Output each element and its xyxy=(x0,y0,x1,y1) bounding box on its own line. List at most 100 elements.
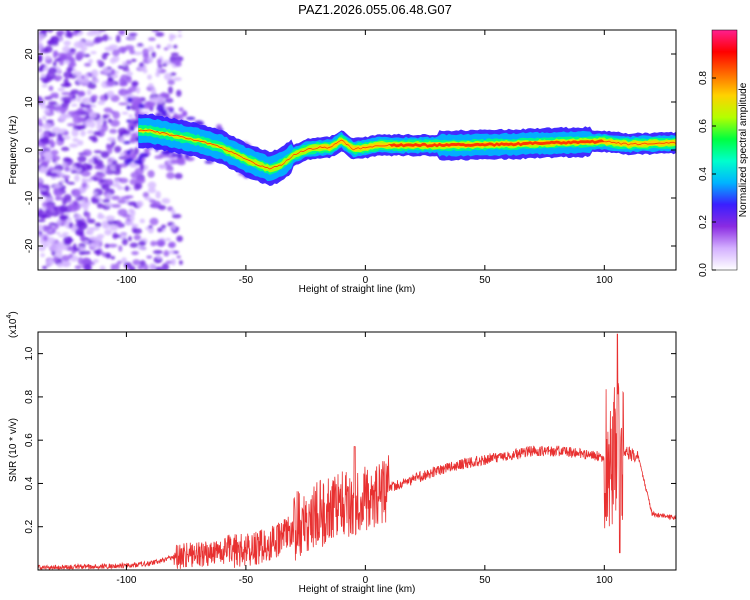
speckle xyxy=(62,157,72,163)
speckle xyxy=(42,48,49,54)
speckle xyxy=(131,58,137,63)
speckle xyxy=(38,181,42,189)
speckle xyxy=(48,67,58,74)
speckle xyxy=(135,176,146,184)
speckle xyxy=(51,126,61,135)
speckle xyxy=(105,193,112,200)
speckle xyxy=(60,179,65,184)
speckle xyxy=(204,160,214,164)
speckle xyxy=(86,31,97,37)
speckle xyxy=(94,36,104,43)
speckle xyxy=(131,80,139,87)
speckle xyxy=(81,257,91,265)
y-tick-label: 20 xyxy=(24,48,35,60)
speckle xyxy=(102,34,109,42)
speckle xyxy=(53,255,58,263)
speckle xyxy=(156,44,161,49)
speckle xyxy=(115,34,121,43)
speckle xyxy=(74,30,82,33)
speckle xyxy=(38,118,43,126)
speckle xyxy=(109,224,119,232)
speckle xyxy=(111,195,121,201)
speckle xyxy=(92,177,99,182)
speckle xyxy=(107,161,113,166)
speckle xyxy=(151,87,157,96)
speckle xyxy=(100,151,110,159)
speckle xyxy=(52,155,61,161)
speckle xyxy=(132,228,143,235)
speckle xyxy=(66,161,73,166)
speckle xyxy=(71,103,78,107)
speckle xyxy=(80,170,91,177)
speckle xyxy=(70,170,77,174)
x-tick-label: -50 xyxy=(239,575,254,586)
speckle xyxy=(117,65,124,70)
speckle xyxy=(125,59,132,65)
speckle xyxy=(163,47,169,51)
speckle xyxy=(57,263,64,268)
y-tick-label: 1.0 xyxy=(24,346,35,360)
speckle xyxy=(177,34,183,38)
speckle xyxy=(76,246,86,253)
speckle xyxy=(170,72,177,76)
speckle xyxy=(147,45,155,52)
speckle xyxy=(121,111,129,115)
speckle xyxy=(117,221,123,229)
speckle xyxy=(150,240,157,247)
speckle xyxy=(72,95,77,99)
speckle xyxy=(110,69,116,76)
speckle xyxy=(102,114,108,120)
snr-ylabel: SNR (10 * v/v) xyxy=(8,418,19,482)
speckle xyxy=(67,110,78,116)
speckle xyxy=(96,202,103,209)
speckle xyxy=(87,130,94,135)
speckle xyxy=(155,239,166,247)
speckle xyxy=(78,231,84,237)
speckle xyxy=(158,109,168,114)
speckle xyxy=(117,46,127,53)
speckle xyxy=(77,78,85,84)
speckle xyxy=(80,130,86,137)
speckle xyxy=(176,89,182,97)
x-tick-label: 0 xyxy=(363,275,369,286)
x-tick-label: -50 xyxy=(239,275,254,286)
speckle xyxy=(172,77,182,82)
speckle xyxy=(114,262,120,270)
figure-title: PAZ1.2026.055.06.48.G07 xyxy=(298,2,452,17)
speckle xyxy=(135,98,142,105)
x-tick-label: -100 xyxy=(116,275,136,286)
speckle xyxy=(42,115,47,121)
speckle xyxy=(143,263,149,270)
speckle xyxy=(64,177,69,184)
speckle xyxy=(48,132,57,138)
speckle xyxy=(58,30,65,36)
speckle xyxy=(182,110,188,117)
speckle xyxy=(60,83,69,88)
speckle xyxy=(123,261,132,269)
colorbar-gradient xyxy=(711,29,738,271)
colorbar-ticks: 0.0 0.2 0.4 0.6 0.8 xyxy=(698,71,716,277)
speckle xyxy=(51,227,57,234)
speckle xyxy=(81,181,87,189)
x-tick-label: 100 xyxy=(596,575,613,586)
speckle xyxy=(104,229,112,236)
speckle xyxy=(87,82,97,90)
speckle xyxy=(136,86,141,94)
speckle xyxy=(72,137,79,142)
speckle xyxy=(47,95,56,99)
speckle xyxy=(117,208,128,217)
speckle xyxy=(139,260,146,267)
speckle xyxy=(105,252,112,259)
speckle xyxy=(83,53,91,58)
speckle xyxy=(80,124,87,130)
speckle xyxy=(42,225,47,233)
speckle xyxy=(99,118,105,122)
y-tick-label: 0 xyxy=(24,147,35,153)
speckle xyxy=(146,255,153,259)
speckle xyxy=(62,46,71,53)
y-tick-label: -20 xyxy=(24,238,35,253)
speckle xyxy=(77,222,88,230)
speckle xyxy=(42,265,48,270)
x-tick-label: 50 xyxy=(479,275,491,286)
